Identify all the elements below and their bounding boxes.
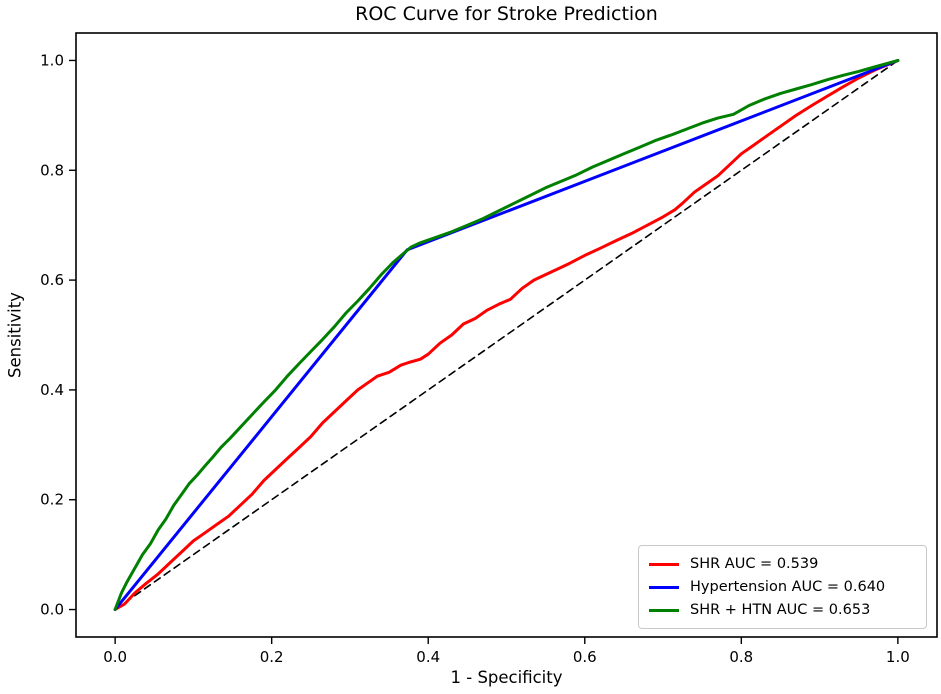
plot-frame xyxy=(75,32,938,638)
y-tick-label: 0.8 xyxy=(40,161,64,179)
hypertension-line-swatch xyxy=(649,585,679,589)
shr-line-swatch xyxy=(649,562,679,566)
x-tick-label: 0.2 xyxy=(260,648,284,666)
x-axis-label: 1 - Specificity xyxy=(450,668,563,687)
legend-label-shr: SHR AUC = 0.539 xyxy=(690,556,819,572)
x-tick-label: 0.6 xyxy=(573,648,597,666)
x-tick-label: 0.4 xyxy=(416,648,440,666)
legend-label-shr-htn: SHR + HTN AUC = 0.653 xyxy=(690,602,871,618)
y-axis-label: Sensitivity xyxy=(5,292,25,378)
legend-item-shr: SHR AUC = 0.539 xyxy=(649,556,916,572)
legend-item-hypertension: Hypertension AUC = 0.640 xyxy=(649,579,916,595)
x-tick-label: 1.0 xyxy=(886,648,910,666)
roc-curve-shr-auc-0-539 xyxy=(113,59,900,611)
y-tick-label: 0.2 xyxy=(40,491,64,509)
shr-htn-line-swatch xyxy=(649,608,679,612)
y-tick-label: 0.0 xyxy=(40,601,64,619)
legend-label-hypertension: Hypertension AUC = 0.640 xyxy=(690,579,886,595)
y-tick-label: 0.6 xyxy=(40,271,64,289)
x-tick-label: 0.8 xyxy=(729,648,753,666)
chart-title: ROC Curve for Stroke Prediction xyxy=(355,3,658,25)
roc-curve-shr-htn-auc-0-653 xyxy=(113,59,900,611)
legend: SHR AUC = 0.539 Hypertension AUC = 0.640… xyxy=(638,545,927,629)
roc-curve-chance-diagonal xyxy=(114,59,899,611)
legend-item-shr-htn: SHR + HTN AUC = 0.653 xyxy=(649,602,916,618)
y-tick-label: 1.0 xyxy=(40,51,64,69)
y-tick-label: 0.4 xyxy=(40,381,64,399)
x-tick-label: 0.0 xyxy=(103,648,127,666)
